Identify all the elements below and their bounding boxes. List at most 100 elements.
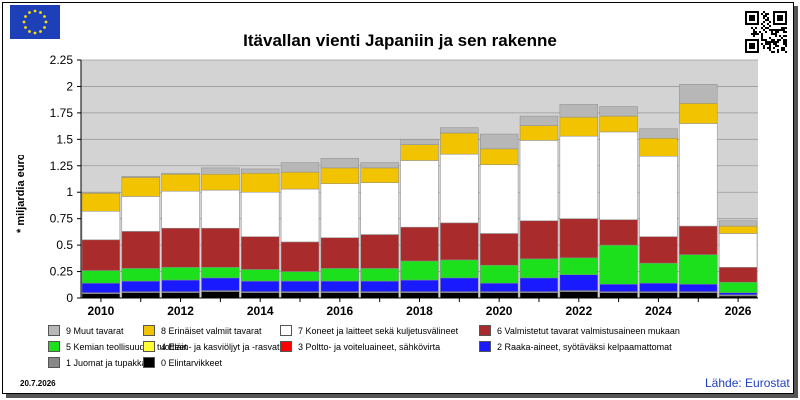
bar-segment xyxy=(679,103,718,124)
legend-item: 8 Erinäiset valmiit tavarat xyxy=(143,324,262,337)
bar-segment xyxy=(639,282,678,292)
bar-segment xyxy=(81,191,121,194)
stacked-bar-chart: 0 0.25 0.5 0.75 1 1.25 1.5 1.75 2 2.25 2010 2012 201… xyxy=(50,53,758,318)
source-credit: Lähde: Eurostat xyxy=(705,376,790,390)
legend-label: 4 Eläin- ja kasviöljyt ja -rasvat xyxy=(161,341,280,352)
bar-segment xyxy=(360,268,399,282)
bar-segment xyxy=(320,292,360,299)
bar-segment xyxy=(360,234,399,269)
legend-item: 2 Raaka-aineet, syötäväksi kelpaamattoma… xyxy=(479,340,672,353)
bar-segment xyxy=(320,280,360,292)
bar-segment xyxy=(81,270,121,284)
bar-segment xyxy=(360,292,399,299)
eu-star xyxy=(33,31,37,35)
bar-segment xyxy=(201,227,240,268)
bar-segment xyxy=(320,268,360,282)
eu-star xyxy=(43,26,46,29)
legend-item: 3 Poltto- ja voiteluaineet, sähkövirta xyxy=(280,340,440,353)
bar-segment xyxy=(639,236,678,264)
bar-segment xyxy=(440,277,479,292)
bar-segment xyxy=(121,176,160,178)
bar-segment xyxy=(679,254,718,285)
legend-item: 0 Elintarvikkeet xyxy=(143,356,222,369)
bar-segment xyxy=(400,292,439,299)
bar-segment xyxy=(241,172,280,193)
y-tick-label: 0.5 xyxy=(56,238,73,252)
bar-segment xyxy=(81,193,121,212)
x-tick-label: 2010 xyxy=(88,304,115,318)
bar-segment xyxy=(280,280,320,292)
qr-code-icon xyxy=(745,11,787,53)
bar-segment xyxy=(201,267,240,279)
y-axis-label-text: * miljardia euroa xyxy=(15,155,27,233)
bar-segment xyxy=(241,280,280,292)
bar-segment xyxy=(400,260,439,281)
x-tick-label: 2018 xyxy=(406,304,433,318)
legend-label: 5 Kemian teollisuuden tuotteet xyxy=(66,341,188,352)
bar-segment xyxy=(320,183,360,238)
bar-segment xyxy=(241,269,280,282)
bar-segment xyxy=(241,292,280,299)
x-tick-label: 2012 xyxy=(167,304,194,318)
bar-segment xyxy=(479,164,519,234)
bar-segment xyxy=(201,189,240,229)
bar-segment xyxy=(479,292,519,299)
bar-segment xyxy=(599,131,638,220)
y-tick-label: 0.75 xyxy=(50,212,74,226)
bar-segment xyxy=(599,219,638,246)
legend-label: 8 Erinäiset valmiit tavarat xyxy=(161,325,262,336)
bar-segment xyxy=(519,140,559,222)
bar-segment xyxy=(241,191,280,237)
bar-segment xyxy=(121,268,160,282)
legend-swatch xyxy=(479,325,491,336)
bar-segment xyxy=(121,231,160,269)
bar-segment xyxy=(718,292,758,296)
eu-star xyxy=(28,30,31,33)
bar-segment xyxy=(679,123,718,227)
legend-label: 7 Koneet ja laitteet sekä kuljetusväline… xyxy=(298,325,459,336)
y-tick-label: 1.25 xyxy=(50,159,74,173)
eu-flag-logo xyxy=(10,5,60,39)
bar-segment xyxy=(320,167,360,185)
bar-segment xyxy=(519,277,559,292)
eu-star xyxy=(44,20,48,24)
bar-segment xyxy=(479,282,519,292)
bar-segment xyxy=(360,280,399,292)
bar-segment xyxy=(679,84,718,104)
bar-segment xyxy=(679,283,718,292)
bar-segment xyxy=(559,291,598,299)
x-tick-label: 2020 xyxy=(486,304,513,318)
x-tick-label: 2016 xyxy=(327,304,354,318)
bar-segment xyxy=(599,244,638,285)
bar-segment xyxy=(519,115,559,126)
x-tick-label: 2026 xyxy=(725,304,752,318)
bar-segment xyxy=(559,218,598,259)
bar-segment xyxy=(360,182,399,235)
bar-segment xyxy=(718,225,758,234)
bar-segment xyxy=(280,271,320,282)
bar-segment xyxy=(81,282,121,293)
eu-star xyxy=(28,11,31,14)
bar-segment xyxy=(599,115,638,133)
eu-star xyxy=(24,26,27,29)
bar-segment xyxy=(559,135,598,219)
legend-item: 1 Juomat ja tupakka xyxy=(48,356,147,369)
bar-segment xyxy=(479,233,519,266)
bar-segment xyxy=(559,104,598,118)
bar-segment xyxy=(400,226,439,262)
bar-segment xyxy=(440,153,479,224)
bar-segment xyxy=(280,162,320,173)
bar-segment xyxy=(639,138,678,157)
bar-segment xyxy=(280,188,320,243)
legend-swatch xyxy=(143,357,155,368)
bar-segment xyxy=(559,116,598,137)
legend-swatch xyxy=(48,357,60,368)
legend-swatch xyxy=(143,341,155,352)
legend-swatch xyxy=(48,341,60,352)
bar-segment xyxy=(400,139,439,145)
bar-segment xyxy=(559,257,598,275)
bar-segment xyxy=(161,267,200,281)
eu-star xyxy=(39,30,42,33)
bar-segment xyxy=(241,236,280,270)
bar-segment xyxy=(280,241,320,272)
